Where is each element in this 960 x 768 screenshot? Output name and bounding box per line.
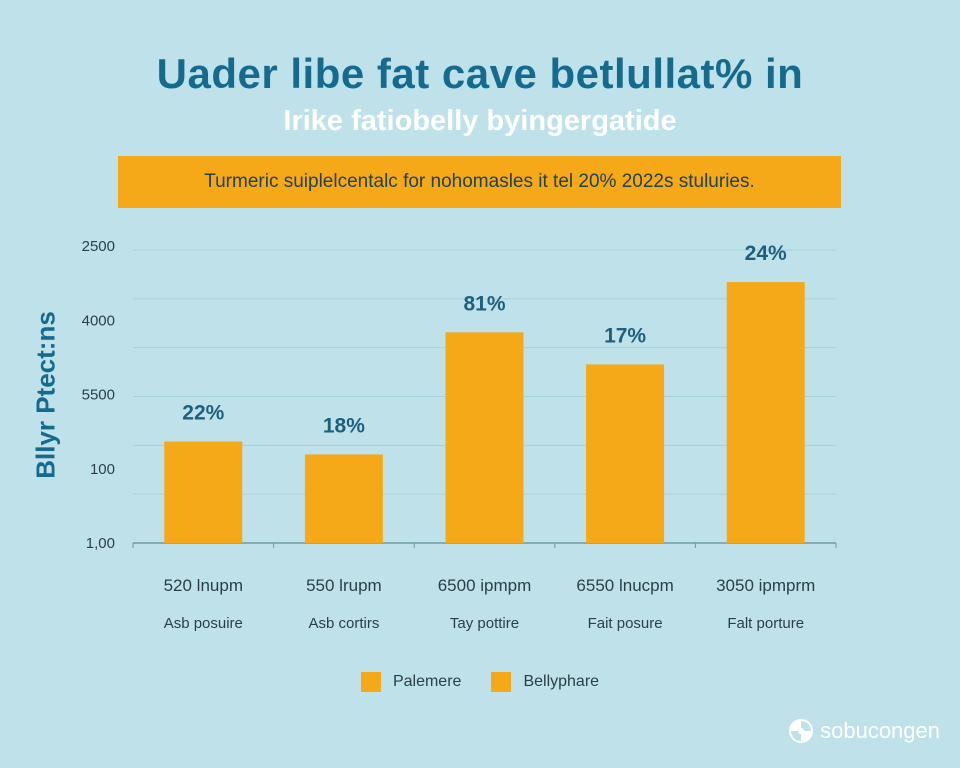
category-sublabel-2: Tay pottire [450, 615, 519, 632]
category-sublabel-3: Fait posure [588, 615, 663, 632]
data-label-4: 24% [745, 242, 787, 265]
chart-subtitle: Irike fatiobelly byingergatide [283, 105, 677, 137]
legend-label-0: Palemere [392, 673, 462, 690]
data-label-1: 18% [323, 414, 365, 437]
data-label-0: 22% [182, 401, 224, 424]
y-tick-label-2: 5500 [82, 387, 115, 404]
bar-2 [445, 332, 524, 543]
category-label-2: 6500 ipmpm [438, 576, 532, 595]
category-sublabel-0: Asb posuire [164, 615, 243, 632]
category-label-4: 3050 ipmprm [716, 576, 815, 595]
category-sublabel-1: Asb cortirs [308, 615, 379, 632]
category-label-3: 6550 lnucpm [576, 576, 673, 595]
legend: Palemere Bellyphare [0, 672, 960, 692]
data-label-2: 81% [463, 292, 505, 315]
bar-1 [304, 454, 383, 543]
legend-swatch-0 [360, 672, 381, 692]
legend-label-1: Bellyphare [523, 673, 600, 690]
category-label-0: 520 lnupm [164, 576, 243, 595]
bar-3 [586, 364, 665, 543]
y-tick-label-4: 2500 [82, 238, 115, 255]
bar-4 [726, 282, 805, 543]
banner: Turmeric suiplelcentalc for nohomasles i… [118, 156, 841, 208]
chart-title: Uader libe fat cave betlullat% in [156, 50, 804, 97]
data-label-3: 17% [604, 324, 646, 347]
legend-item-0: Palemere [360, 672, 462, 692]
brand-logo-icon [789, 719, 814, 743]
banner-text: Turmeric suiplelcentalc for nohomasles i… [204, 171, 755, 192]
brand-text: sobucongen [820, 718, 940, 743]
y-tick-label-0: 1,00 [86, 535, 115, 552]
category-sublabel-4: Falt porture [727, 615, 804, 632]
legend-swatch-1 [491, 672, 512, 692]
y-tick-label-1: 100 [90, 461, 115, 478]
bar-0 [164, 441, 243, 543]
brand-watermark: sobucongen [788, 718, 940, 744]
category-label-1: 550 lrupm [306, 576, 382, 595]
legend-item-1: Bellyphare [491, 672, 599, 692]
y-tick-label-3: 4000 [82, 312, 115, 329]
